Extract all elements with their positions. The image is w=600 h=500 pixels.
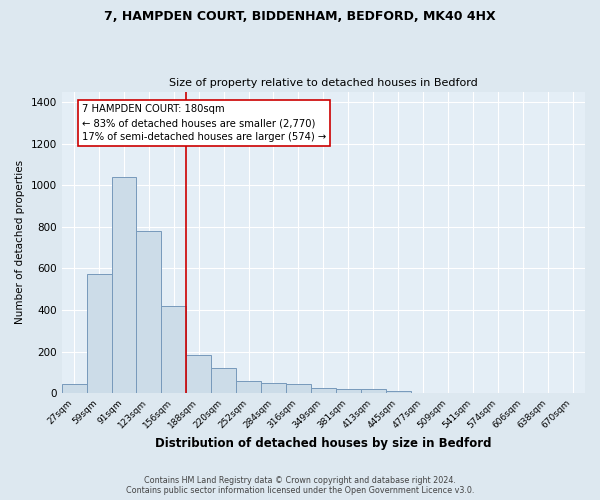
- Text: 7 HAMPDEN COURT: 180sqm
← 83% of detached houses are smaller (2,770)
17% of semi: 7 HAMPDEN COURT: 180sqm ← 83% of detache…: [82, 104, 326, 142]
- Bar: [236, 380, 261, 393]
- Bar: [361, 390, 386, 393]
- Y-axis label: Number of detached properties: Number of detached properties: [15, 160, 25, 324]
- Bar: [186, 354, 211, 393]
- Text: 7, HAMPDEN COURT, BIDDENHAM, BEDFORD, MK40 4HX: 7, HAMPDEN COURT, BIDDENHAM, BEDFORD, MK…: [104, 10, 496, 23]
- Text: Contains HM Land Registry data © Crown copyright and database right 2024.
Contai: Contains HM Land Registry data © Crown c…: [126, 476, 474, 495]
- Bar: [211, 368, 236, 393]
- Bar: [86, 274, 112, 393]
- Bar: [311, 388, 336, 393]
- Bar: [336, 389, 361, 393]
- Bar: [261, 384, 286, 393]
- Bar: [136, 231, 161, 393]
- X-axis label: Distribution of detached houses by size in Bedford: Distribution of detached houses by size …: [155, 437, 491, 450]
- Bar: [112, 177, 136, 393]
- Bar: [286, 384, 311, 393]
- Bar: [386, 391, 410, 393]
- Bar: [62, 384, 86, 393]
- Bar: [161, 306, 186, 393]
- Title: Size of property relative to detached houses in Bedford: Size of property relative to detached ho…: [169, 78, 478, 88]
